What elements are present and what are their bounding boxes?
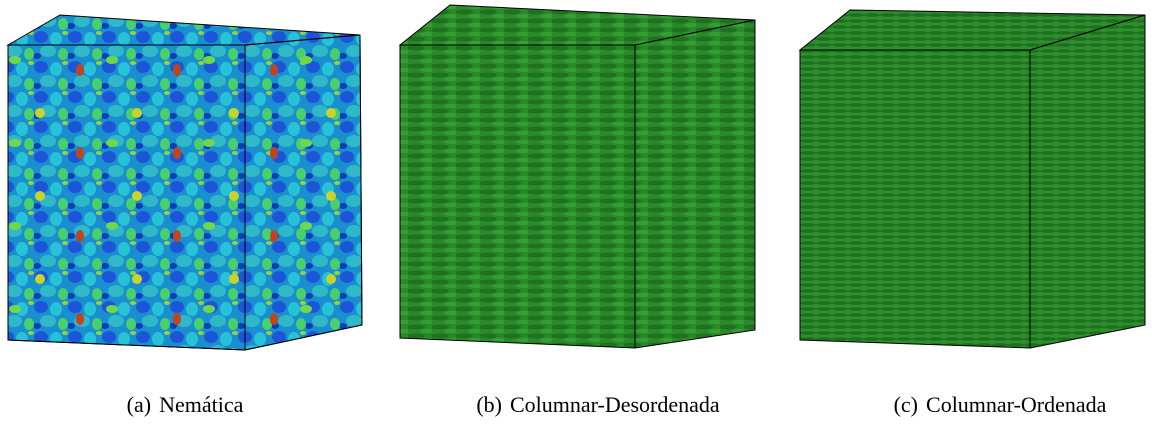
panel-label: (b) xyxy=(476,392,502,417)
figure: (a) Nemática (b) Columnar-Desordenada (c) C… xyxy=(0,0,1152,430)
panel-caption: Columnar-Desordenada xyxy=(510,392,720,417)
caption-a: (a) Nemática xyxy=(127,392,244,417)
panel-caption: Nemática xyxy=(159,392,244,417)
panel-caption: Columnar-Ordenada xyxy=(926,392,1107,417)
panel-b-box xyxy=(400,5,755,348)
panel-label: (a) xyxy=(127,392,151,417)
panel-c-box xyxy=(800,10,1145,348)
caption-c: (c) Columnar-Ordenada xyxy=(894,392,1107,417)
panel-label: (c) xyxy=(894,392,918,417)
panel-a-box xyxy=(8,15,362,350)
caption-b: (b) Columnar-Desordenada xyxy=(476,392,720,417)
